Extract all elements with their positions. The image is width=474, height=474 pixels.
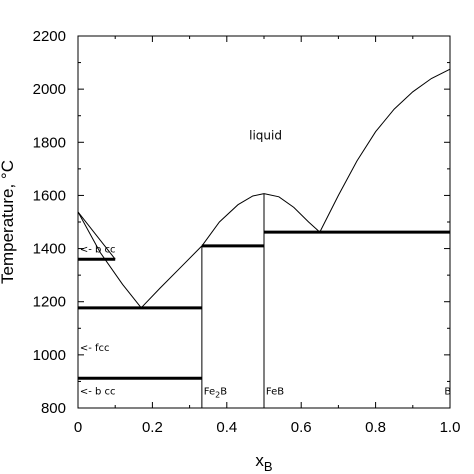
x-tick-label-5: 1.0 bbox=[440, 419, 461, 436]
annotation-0: liquid bbox=[249, 129, 282, 143]
x-axis-title: xB bbox=[255, 451, 272, 474]
y-tick-label-4: 1600 bbox=[33, 187, 66, 204]
x-tick-label-3: 0.6 bbox=[291, 419, 312, 436]
x-axis-title-subscript: B bbox=[264, 459, 273, 474]
x-tick-label-2: 0.4 bbox=[216, 419, 237, 436]
y-axis-title: Temperature, °C bbox=[0, 160, 17, 284]
y-tick-label-7: 2200 bbox=[33, 28, 66, 45]
x-axis: 0 0.2 0.4 0.6 0.8 1.0 bbox=[74, 36, 461, 436]
liquidus-curve-3 bbox=[201, 193, 265, 247]
annotation-5: FeB bbox=[266, 387, 284, 398]
y-tick-label-2: 1200 bbox=[33, 294, 66, 311]
liquidus-curve-1 bbox=[77, 211, 142, 309]
annotation-3: <- b cc bbox=[80, 387, 116, 398]
y-tick-label-0: 800 bbox=[41, 400, 66, 417]
annotation-2: <- fcc bbox=[80, 343, 110, 354]
annotation-4: Fe2B bbox=[204, 387, 227, 400]
annotation-1: <- b cc bbox=[80, 245, 116, 256]
x-tick-label-1: 0.2 bbox=[142, 419, 163, 436]
y-tick-label-6: 2000 bbox=[33, 81, 66, 98]
annotation-6: B bbox=[444, 387, 451, 398]
y-axis: 800 1000 1200 1400 1600 1800 2000 2200 bbox=[33, 28, 450, 417]
x-tick-label-4: 0.8 bbox=[365, 419, 386, 436]
y-tick-label-5: 1800 bbox=[33, 134, 66, 151]
y-tick-label-3: 1400 bbox=[33, 241, 66, 258]
plot-area bbox=[77, 35, 451, 409]
liquidus-curve-4 bbox=[263, 193, 321, 233]
liquidus-curve-0 bbox=[77, 211, 116, 260]
x-axis-title-main: x bbox=[255, 451, 264, 470]
x-tick-label-0: 0 bbox=[74, 419, 82, 436]
liquidus-curve-2 bbox=[140, 245, 203, 309]
annotations: liquid <- b cc <- fcc <- b cc Fe2B FeB B bbox=[80, 129, 452, 400]
y-tick-label-1: 1000 bbox=[33, 347, 66, 364]
liquidus-curve-5 bbox=[319, 68, 451, 233]
